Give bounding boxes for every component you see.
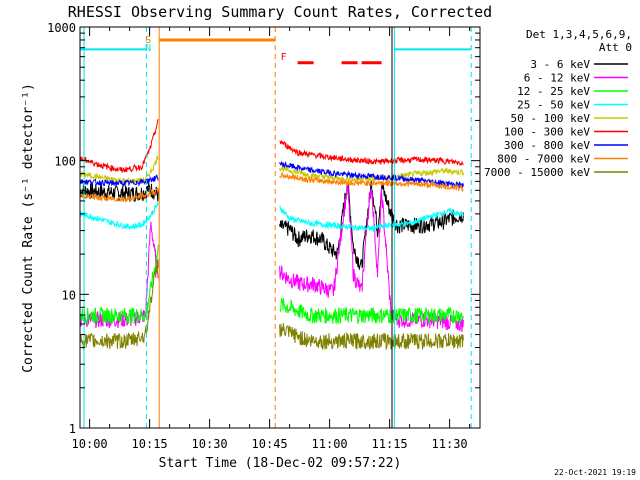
x-tick-label: 10:45 [252,437,288,451]
chart-title: RHESSI Observing Summary Count Rates, Co… [68,3,492,21]
series-9-line-1 [79,259,159,351]
series-3-line-1 [79,244,159,325]
series-4-line-1 [79,201,159,230]
y-axis-label: Corrected Count Rate (s⁻¹ detector⁻¹) [21,83,36,373]
legend-header-line-2: Att 0 [599,41,632,54]
timestamp-footer: 22-Oct-2021 19:19 [554,468,636,477]
y-tick-label: 10 [62,288,76,302]
plot-area: SN F [79,27,472,428]
marker-f: F [281,52,287,63]
legend-label-2: 6 - 12 keV [524,72,591,85]
series-6-line-1 [79,119,159,174]
x-tick-label: 10:00 [72,437,108,451]
series-3-line-2 [279,297,464,325]
legend-label-9: 7000 - 15000 keV [484,166,590,179]
axes: 10:00 10:15 10:30 10:45 11:00 11:15 11:30 1 10 10… [47,21,480,451]
x-tick-label: 10:30 [192,437,228,451]
legend-label-3: 12 - 25 keV [517,85,590,98]
y-tick-label: 1 [69,422,76,436]
series-7-line-2 [279,161,464,188]
x-tick-label: 11:00 [312,437,348,451]
series-4-line-2 [279,205,464,233]
series-8-line-2 [279,172,464,193]
series-9-line-2 [279,323,464,351]
x-tick-label: 10:15 [132,437,168,451]
series-2-line-2 [279,183,464,333]
marker-s: S [145,35,151,46]
legend-label-7: 300 - 800 keV [504,139,590,152]
series-7-line-1 [79,174,159,187]
x-tick-label: 11:30 [432,437,468,451]
series-8-line-1 [79,187,159,203]
legend-label-4: 25 - 50 keV [517,99,590,112]
legend-label-1: 3 - 6 keV [530,58,590,71]
series-1-line-2 [279,180,464,271]
legend-label-8: 800 - 7000 keV [497,153,590,166]
legend-label-5: 50 - 100 keV [511,112,591,125]
legend-label-6: 100 - 300 keV [504,126,590,139]
legend-header-line-1: Det 1,3,4,5,6,9, [526,28,632,41]
x-axis-label: Start Time (18-Dec-02 09:57:22) [159,456,402,471]
series-6-line-2 [279,139,464,167]
x-tick-label: 11:15 [372,437,408,451]
y-tick-label: 100 [54,155,76,169]
plot-frame [79,26,481,429]
marker-n: N [145,43,151,54]
y-tick-label: 1000 [47,21,76,35]
